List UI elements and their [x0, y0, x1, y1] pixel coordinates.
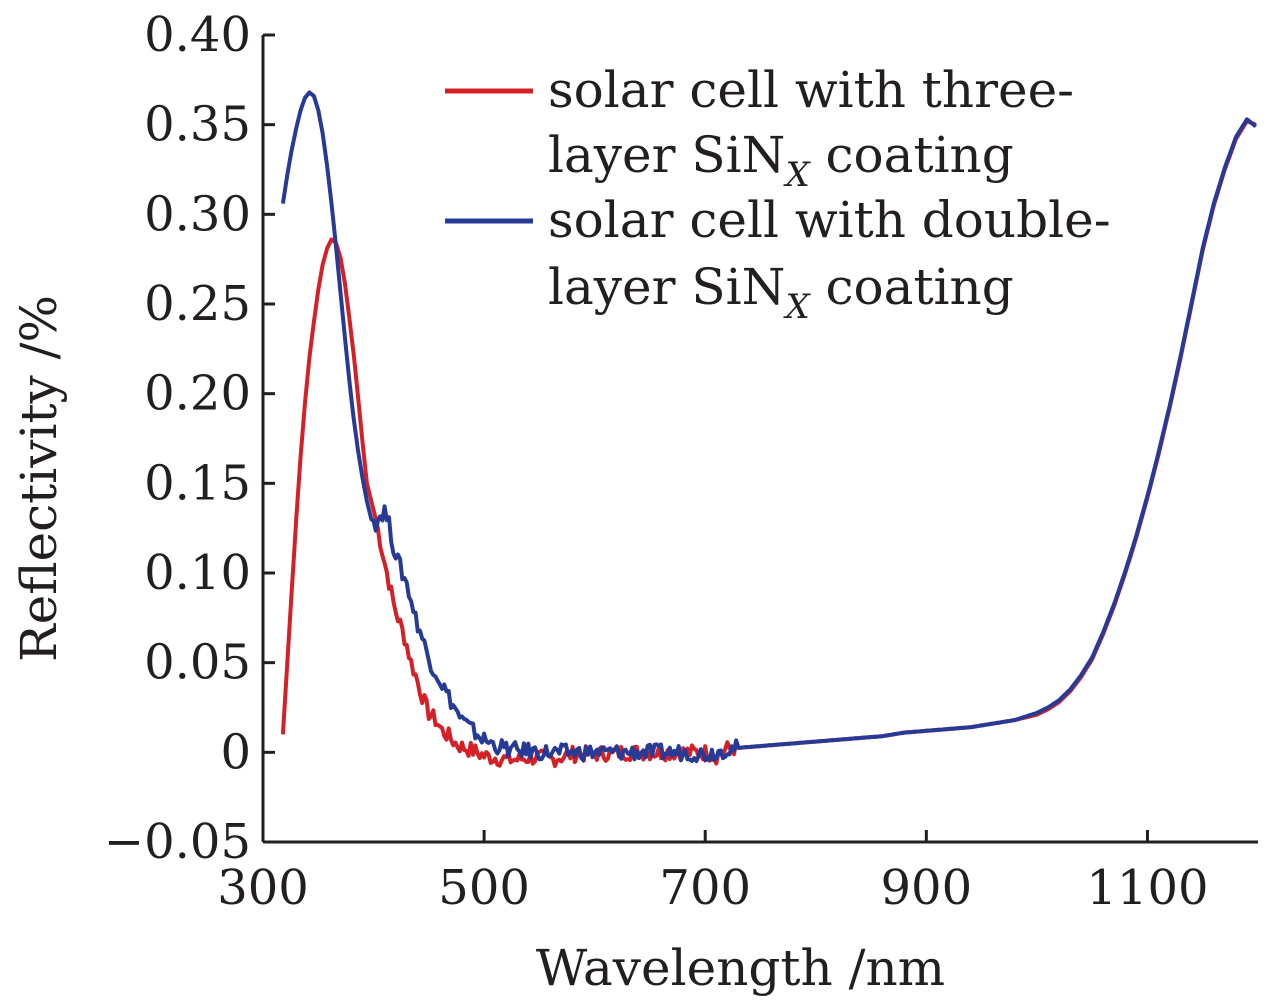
- y-axis-title: Reflectivity /%: [10, 295, 68, 662]
- axes: [261, 35, 1258, 844]
- y-tick-label: 0.30: [144, 186, 251, 242]
- legend-label-2: layer SiNX coating: [548, 258, 1014, 327]
- legend-label-1: solar cell with three-: [548, 61, 1074, 119]
- legend: solar cell with three-layer SiNX coating…: [445, 61, 1111, 327]
- y-tick-label: 0.35: [144, 97, 251, 153]
- y-tick-label: 0.25: [144, 276, 251, 332]
- x-tick-label: 300: [217, 860, 309, 916]
- y-tick-label: 0.15: [144, 455, 251, 511]
- x-axis-title: Wavelength /nm: [536, 939, 945, 997]
- series-lines: [280, 90, 1258, 769]
- y-tick-label: 0.05: [144, 635, 251, 691]
- legend-label-2: solar cell with double-: [548, 191, 1111, 249]
- x-tick-label: 900: [881, 860, 973, 916]
- y-tick-label: 0: [220, 724, 251, 780]
- series-line-2: [280, 90, 1258, 764]
- y-tick-label: −0.05: [104, 814, 251, 870]
- x-tick-label: 500: [438, 860, 530, 916]
- y-tick-label: 0.20: [144, 366, 251, 422]
- x-tick-label: 700: [659, 860, 751, 916]
- legend-label-1: layer SiNX coating: [548, 126, 1014, 195]
- y-ticks: −0.05 0 0.05 0.10 0.15 0.20 0.25 0.30 0.35 0.40: [104, 7, 275, 870]
- x-tick-label: 1100: [1086, 860, 1208, 916]
- y-tick-label: 0.40: [144, 7, 251, 63]
- x-ticks: 300 500 700 900 1100: [217, 830, 1209, 916]
- y-tick-label: 0.10: [144, 545, 251, 601]
